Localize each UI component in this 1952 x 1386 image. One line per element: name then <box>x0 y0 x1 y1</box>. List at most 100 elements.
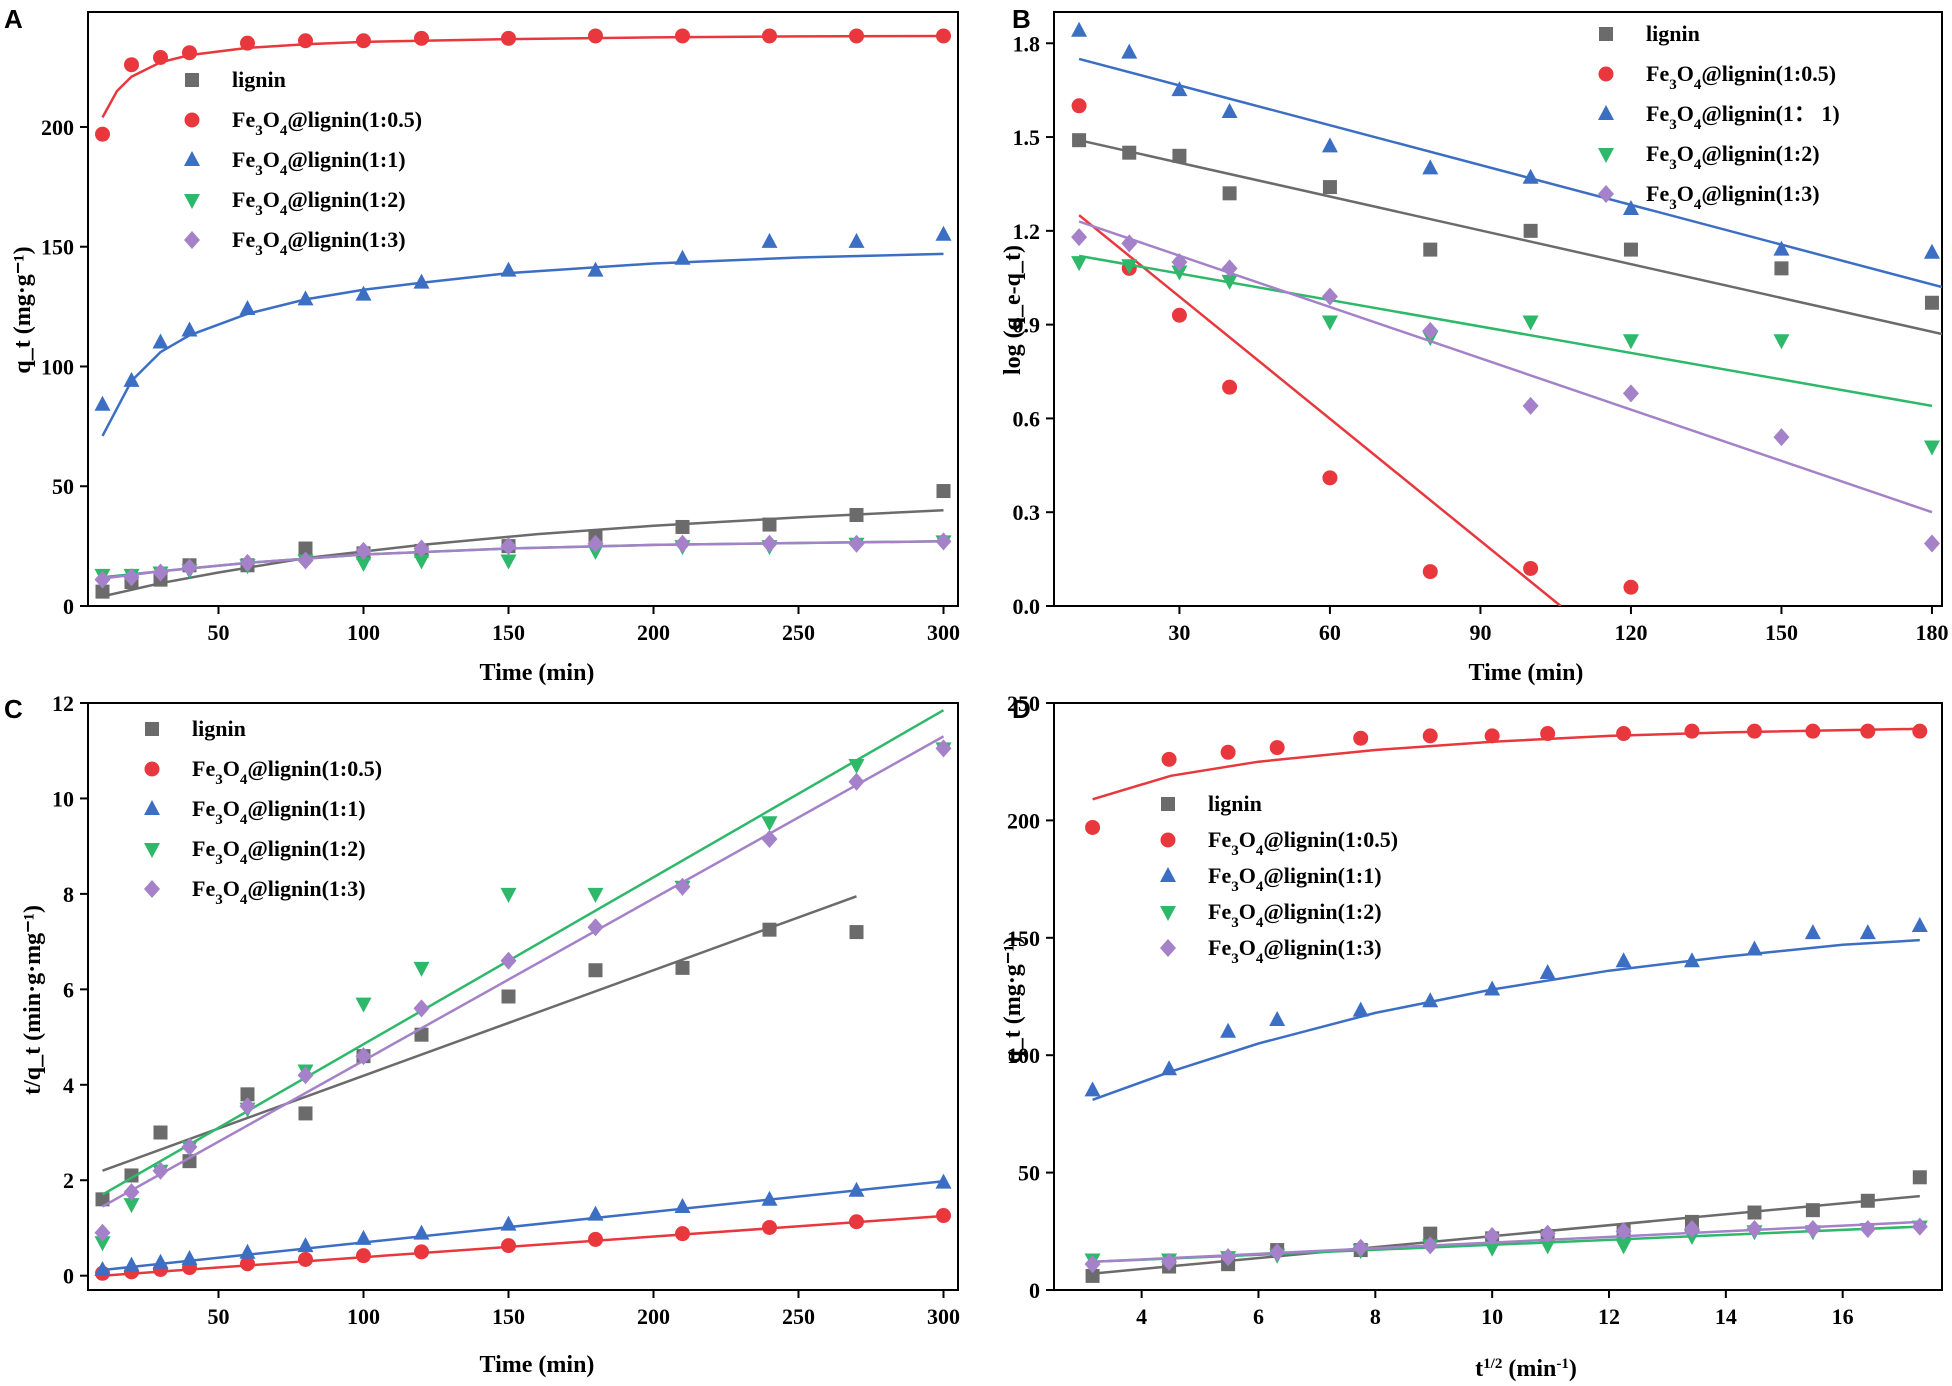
fit-line <box>1078 254 1933 408</box>
series-Fe3O4@lignin(1:0.5) <box>95 1208 951 1281</box>
data-point <box>761 534 778 553</box>
series-Fe3O4@lignin(1:0.5) <box>1085 723 1928 835</box>
series-Fe3O4@lignin(1:1) <box>94 225 952 437</box>
data-point <box>1911 917 1928 933</box>
series-Fe3O4@lignin(1:0.5) <box>1071 98 1639 606</box>
data-point <box>1269 1243 1286 1262</box>
data-point <box>181 1137 198 1156</box>
data-point <box>181 1249 198 1265</box>
legend: lignin Fe3O4@lignin(1:0.5) Fe3O4@lignin(1:… <box>144 716 382 908</box>
fit-line <box>101 709 945 1196</box>
legend-marker <box>1598 66 1614 82</box>
data-point <box>1747 1205 1762 1220</box>
data-point <box>239 1243 256 1259</box>
y-tick-label: 250 <box>1007 691 1040 716</box>
data-point <box>1860 723 1876 739</box>
data-point <box>153 1125 168 1140</box>
data-point <box>355 1047 372 1066</box>
panel-D: D 4 6 8 10 12 14 16 0 50 100 150 200 250 t1/2 (min-1) q… <box>1000 691 1943 1382</box>
panel-B: B 30 60 90 120 150 180 0.0 0.3 0.6 0.9 1.2 1.5 1.8 Tim… <box>1000 4 1948 686</box>
data-point <box>1746 723 1762 739</box>
data-point <box>588 1231 603 1247</box>
data-point <box>935 1173 952 1189</box>
data-point <box>1221 274 1238 290</box>
data-point <box>501 1238 516 1254</box>
data-point <box>1221 103 1238 119</box>
data-point <box>1422 992 1439 1008</box>
x-tick-label: 50 <box>208 620 230 645</box>
data-point <box>239 300 256 315</box>
y-tick-label: 12 <box>52 691 74 716</box>
x-tick-label: 300 <box>927 1304 960 1329</box>
x-tick-label: 150 <box>492 1304 525 1329</box>
legend-label: lignin <box>1646 21 1700 46</box>
data-point <box>587 261 604 277</box>
x-tick-label: 300 <box>927 620 960 645</box>
data-point <box>239 553 256 572</box>
data-point <box>297 290 314 306</box>
data-point <box>1221 259 1238 278</box>
data-point <box>1805 723 1821 739</box>
data-point <box>1171 253 1188 272</box>
legend-label: lignin <box>232 67 286 92</box>
data-point <box>1161 1060 1178 1076</box>
data-point <box>356 33 371 49</box>
data-point <box>1804 1219 1821 1238</box>
data-point <box>1911 1217 1928 1236</box>
data-point <box>297 1237 314 1253</box>
data-point <box>413 1224 430 1240</box>
x-axis-label: t1/2 (min-1) <box>1475 1356 1577 1382</box>
data-point <box>1269 740 1285 756</box>
legend-label: Fe3O4@lignin(1:0.5) <box>232 107 422 139</box>
data-point <box>153 50 168 66</box>
x-tick-label: 50 <box>208 1304 230 1329</box>
x-tick-label: 250 <box>782 1304 815 1329</box>
data-point <box>355 541 372 560</box>
data-point <box>1084 1081 1101 1097</box>
x-tick-label: 150 <box>1765 620 1798 645</box>
data-point <box>1322 180 1337 195</box>
data-point <box>1220 744 1236 760</box>
legend-marker <box>144 761 160 777</box>
x-tick-label: 180 <box>1915 620 1948 645</box>
legend-label: lignin <box>192 716 246 741</box>
data-point <box>500 1215 517 1231</box>
data-point <box>1321 287 1338 306</box>
x-tick-label: 8 <box>1370 1304 1381 1329</box>
data-point <box>1683 1219 1700 1238</box>
data-point <box>95 584 110 599</box>
data-point <box>501 989 516 1004</box>
data-point <box>297 551 314 570</box>
y-tick-label: 8 <box>63 882 74 907</box>
y-tick-label: 1.2 <box>1013 219 1041 244</box>
data-point <box>1121 259 1138 275</box>
data-point <box>95 126 110 142</box>
data-point <box>1522 396 1539 415</box>
data-point <box>1912 1170 1927 1185</box>
x-tick-label: 10 <box>1481 1304 1503 1329</box>
data-point <box>1773 334 1790 350</box>
series-Fe3O4@lignin(1:0.5) <box>95 28 951 142</box>
fit-line <box>1092 727 1920 801</box>
data-point <box>848 759 865 775</box>
data-point <box>675 519 690 534</box>
x-tick-label: 200 <box>637 620 670 645</box>
data-point <box>501 30 516 46</box>
y-tick-label: 200 <box>1007 808 1040 833</box>
panel-letter: C <box>4 694 23 724</box>
data-point <box>123 371 140 387</box>
x-tick-label: 4 <box>1136 1304 1147 1329</box>
data-point <box>587 918 604 937</box>
data-point <box>1484 1241 1501 1257</box>
y-axis-label: t/q_t (min·g·mg⁻¹) <box>20 905 46 1095</box>
plot-frame <box>1053 702 1943 1291</box>
data-point <box>1121 43 1138 59</box>
fit-line <box>101 34 944 119</box>
plot-frame <box>1053 11 1943 607</box>
x-tick-label: 60 <box>1319 620 1341 645</box>
legend-marker <box>1599 27 1613 41</box>
data-point <box>297 1066 314 1085</box>
fit-line <box>1078 214 1562 606</box>
y-tick-label: 1.8 <box>1013 31 1041 56</box>
y-tick-label: 0.0 <box>1013 594 1041 619</box>
